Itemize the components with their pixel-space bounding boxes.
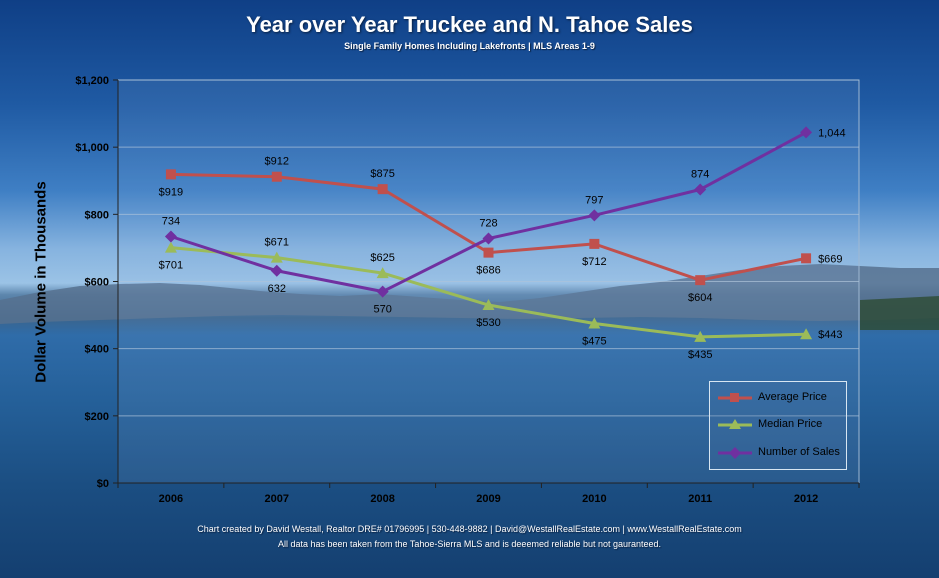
footer-disclaimer: All data has been taken from the Tahoe-S… bbox=[277, 539, 662, 549]
data-point bbox=[164, 230, 177, 243]
x-tick-label: 2009 bbox=[476, 493, 500, 505]
data-label: 632 bbox=[268, 283, 286, 295]
legend-item-average-price: Average Price bbox=[716, 388, 846, 408]
data-point bbox=[164, 241, 177, 253]
data-point bbox=[376, 285, 389, 298]
data-label: $875 bbox=[370, 168, 394, 180]
data-label: $443 bbox=[818, 329, 842, 341]
data-label: 1,044 bbox=[818, 127, 846, 139]
legend-item-median-price: Median Price bbox=[716, 415, 846, 435]
data-point bbox=[482, 232, 495, 245]
data-label: $604 bbox=[688, 292, 712, 304]
chart-subtitle: Single Family Homes Including Lakefronts… bbox=[344, 41, 595, 51]
data-point bbox=[695, 275, 706, 286]
data-point bbox=[271, 171, 282, 182]
y-tick-label: $800 bbox=[85, 209, 109, 221]
data-point bbox=[270, 251, 283, 263]
data-label: 797 bbox=[585, 194, 603, 206]
data-point bbox=[694, 330, 707, 342]
data-point bbox=[588, 209, 601, 222]
data-point bbox=[694, 183, 707, 196]
data-label: $530 bbox=[476, 317, 500, 329]
data-point bbox=[800, 126, 813, 139]
data-label: 734 bbox=[162, 215, 180, 227]
data-label: 874 bbox=[691, 168, 709, 180]
data-point bbox=[376, 267, 389, 279]
y-tick-label: $1,200 bbox=[75, 75, 109, 87]
data-label: $625 bbox=[370, 252, 394, 264]
y-tick-label: $200 bbox=[85, 411, 109, 423]
data-label: $919 bbox=[159, 186, 183, 198]
data-point bbox=[165, 169, 176, 180]
x-tick-label: 2012 bbox=[794, 493, 818, 505]
data-label: $435 bbox=[688, 349, 712, 361]
data-point bbox=[800, 328, 813, 340]
x-tick-label: 2007 bbox=[265, 493, 289, 505]
data-label: $701 bbox=[159, 260, 183, 272]
x-tick-label: 2011 bbox=[688, 493, 712, 505]
data-label: $686 bbox=[476, 265, 500, 277]
data-point bbox=[589, 238, 600, 249]
chart-legend: Average Price Median Price Number of Sal… bbox=[709, 381, 847, 470]
legend-label-median-price: Median Price bbox=[758, 418, 823, 430]
data-label: $712 bbox=[582, 256, 606, 268]
data-label: $912 bbox=[265, 156, 289, 168]
y-tick-label: $400 bbox=[85, 344, 109, 356]
data-label: 570 bbox=[373, 304, 391, 316]
data-point bbox=[270, 264, 283, 277]
footer-credit: Chart created by David Westall, Realtor … bbox=[197, 524, 742, 534]
data-point bbox=[377, 184, 388, 195]
chart-title: Year over Year Truckee and N. Tahoe Sale… bbox=[246, 12, 693, 37]
x-tick-label: 2008 bbox=[370, 493, 394, 505]
y-tick-label: $0 bbox=[97, 478, 109, 490]
data-label: $475 bbox=[582, 335, 606, 347]
data-point bbox=[483, 247, 494, 258]
data-label: $669 bbox=[818, 253, 842, 265]
data-label: $671 bbox=[265, 237, 289, 249]
legend-swatch-median-price bbox=[718, 419, 752, 429]
legend-item-number-of-sales: Number of Sales bbox=[716, 443, 846, 463]
data-point bbox=[801, 253, 812, 264]
data-point bbox=[482, 299, 495, 311]
y-tick-label: $600 bbox=[85, 277, 109, 289]
legend-swatch-average-price bbox=[718, 393, 752, 402]
data-point bbox=[588, 317, 601, 329]
x-tick-label: 2006 bbox=[159, 493, 183, 505]
legend-swatch-number-of-sales bbox=[718, 447, 752, 459]
y-tick-label: $1,000 bbox=[75, 142, 109, 154]
x-tick-label: 2010 bbox=[582, 493, 606, 505]
legend-label-average-price: Average Price bbox=[758, 391, 827, 403]
data-label: 728 bbox=[479, 218, 497, 230]
legend-label-number-of-sales: Number of Sales bbox=[758, 446, 840, 458]
